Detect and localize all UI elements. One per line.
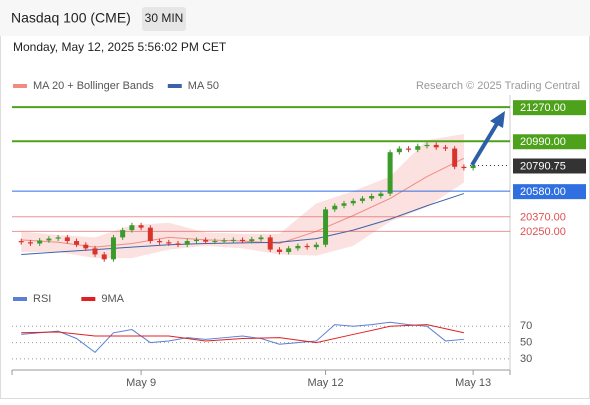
- price-label: 20580.00: [520, 186, 566, 198]
- candle-body: [341, 203, 347, 206]
- candle-body: [92, 248, 98, 255]
- price-label: 20990.00: [520, 136, 566, 148]
- source: Research © 2025 Trading Central: [416, 80, 580, 92]
- candle-body: [249, 239, 255, 242]
- candle-body: [18, 241, 24, 243]
- candle-body: [295, 245, 301, 249]
- candle-body: [83, 244, 89, 249]
- candle-body: [147, 227, 153, 242]
- legend-swatch: [81, 297, 96, 301]
- candle-body: [424, 144, 430, 147]
- candle-body: [276, 249, 282, 253]
- candle-body: [212, 241, 218, 243]
- candle-body: [415, 146, 421, 150]
- candle-body: [378, 193, 384, 197]
- candle-body: [332, 205, 338, 210]
- candle-body: [286, 248, 292, 253]
- candle-body: [138, 225, 144, 228]
- legend-label: RSI: [33, 293, 51, 305]
- price-label-box: [513, 158, 586, 174]
- candle-body: [406, 148, 412, 150]
- price-label: 21270.00: [520, 102, 566, 114]
- candle-body: [120, 230, 126, 238]
- datetime: Monday, May 12, 2025 5:56:02 PM CET: [13, 40, 227, 54]
- candle-body: [175, 243, 181, 245]
- timeframe: 30 MIN: [145, 11, 184, 25]
- price-label-box: [513, 134, 586, 150]
- timeframe-badge: [142, 7, 186, 31]
- rsi-tick-label: 50: [520, 336, 532, 348]
- candle-body: [129, 225, 135, 231]
- candle-body: [184, 241, 190, 245]
- candle-body: [64, 237, 70, 242]
- candle-body: [46, 238, 52, 241]
- legend-swatch: [13, 297, 27, 301]
- candle-body: [461, 166, 467, 169]
- candle-body: [442, 147, 448, 149]
- candle-body: [304, 245, 310, 248]
- legend-label: 9MA: [101, 293, 124, 305]
- rsi-tick-label: 30: [520, 353, 532, 365]
- candle-body: [110, 237, 116, 260]
- candle-body: [267, 237, 273, 250]
- candle-body: [359, 198, 365, 201]
- legend-label: MA 50: [188, 80, 219, 92]
- forecast-arrow: [470, 120, 500, 167]
- candle-body: [258, 237, 264, 240]
- candle-body: [55, 237, 61, 239]
- price-label-box: [513, 100, 586, 116]
- candle-body: [323, 209, 329, 245]
- candle-body: [37, 240, 43, 244]
- rsi-line: [21, 321, 464, 354]
- candle-body: [27, 242, 33, 244]
- candle-body: [203, 239, 209, 242]
- candle-body: [166, 242, 172, 244]
- legend-swatch: [167, 84, 182, 88]
- candle-body: [369, 196, 375, 199]
- candle-body: [221, 240, 227, 242]
- candle-body: [452, 148, 458, 167]
- candle-body: [230, 239, 236, 241]
- plot: MA 20 + Bollinger Bands MA 50 RSI 9MA 21270.…: [11, 80, 586, 389]
- x-tick-label: May 13: [455, 377, 491, 389]
- candle-body: [387, 152, 393, 194]
- forecast-arrowhead: [490, 111, 505, 128]
- price-label: 20790.75: [520, 160, 566, 172]
- price-label: 20370.00: [520, 212, 566, 224]
- candle-body: [313, 244, 319, 248]
- candle-body: [470, 165, 476, 169]
- candle-body: [101, 254, 107, 260]
- legend-swatch: [13, 84, 27, 88]
- rsi-tick-label: 70: [520, 320, 532, 332]
- candle-body: [193, 239, 199, 242]
- price-label: 20250.00: [520, 226, 566, 238]
- x-tick-label: May 9: [126, 377, 156, 389]
- candle-body: [433, 144, 439, 148]
- candle-body: [74, 241, 80, 245]
- candle-body: [350, 200, 356, 204]
- price-label-box: [513, 184, 586, 200]
- x-tick-label: May 12: [308, 377, 344, 389]
- legend-label: MA 20 + Bollinger Bands: [33, 80, 154, 92]
- chart-title: Nasdaq 100 (CME): [11, 10, 131, 26]
- candle-body: [157, 241, 163, 243]
- candle-body: [396, 148, 402, 153]
- candle-body: [240, 239, 246, 242]
- rsi-line: [21, 324, 464, 344]
- header-bar: [0, 0, 590, 36]
